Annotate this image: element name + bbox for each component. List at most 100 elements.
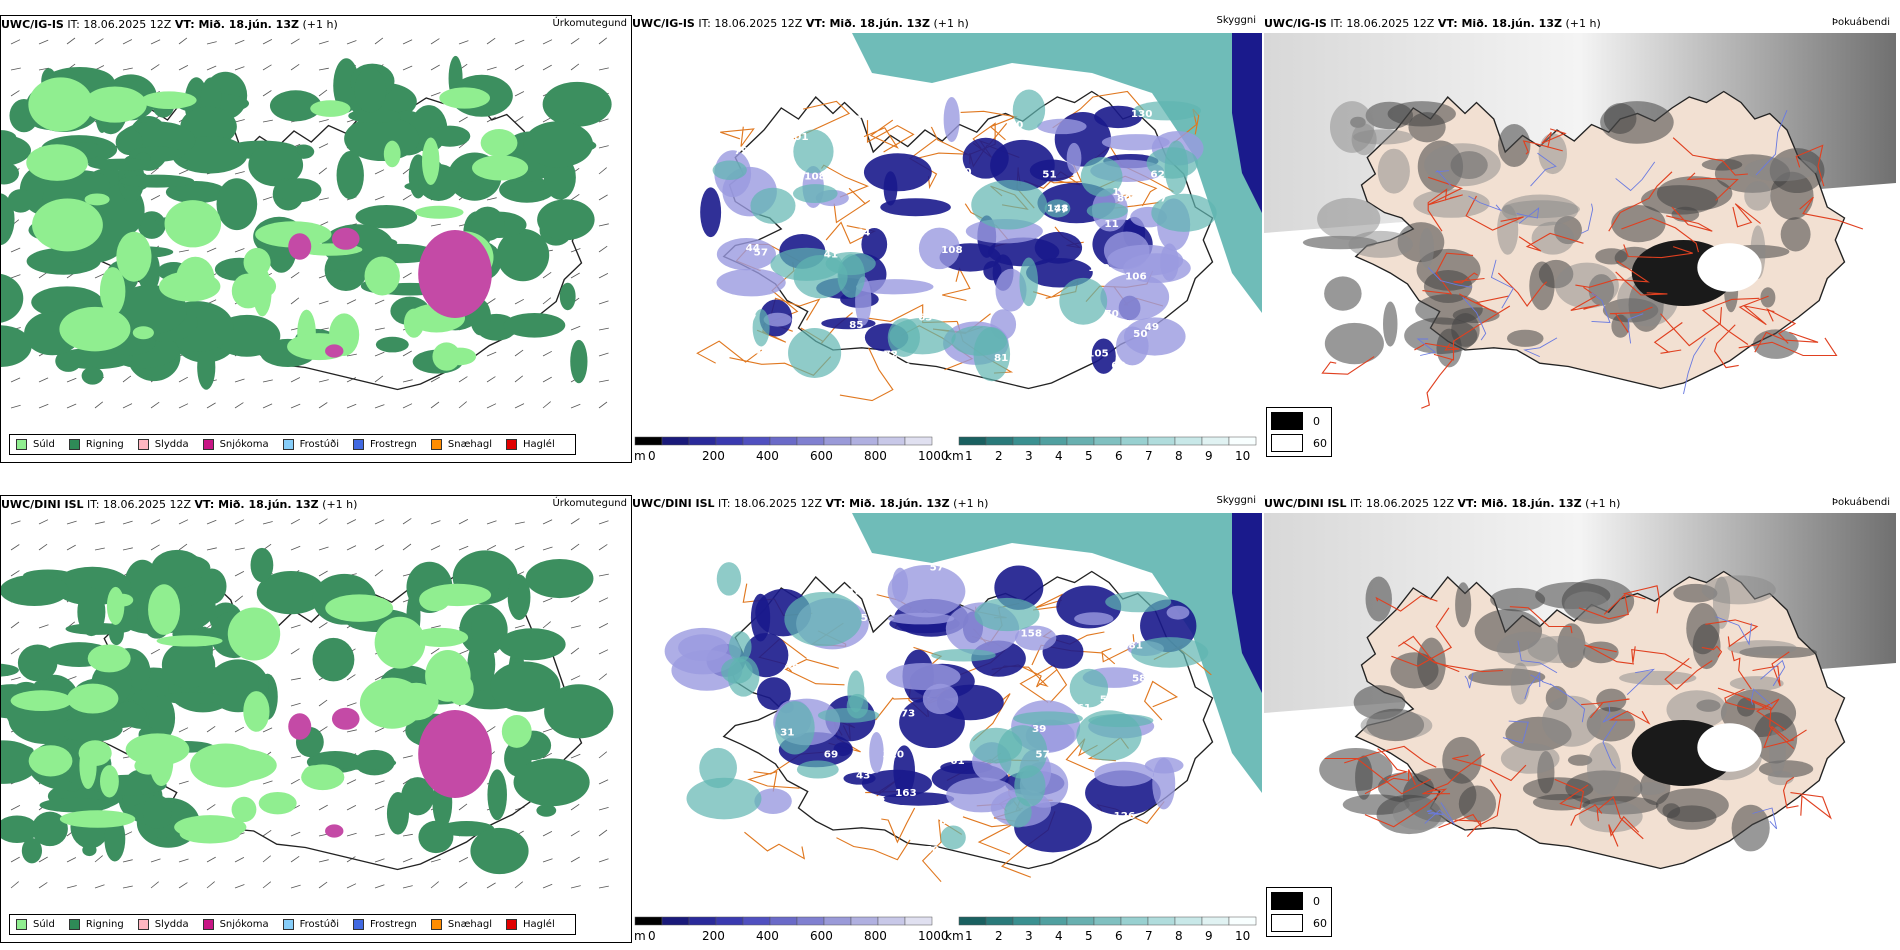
field-blob	[1080, 156, 1123, 197]
field-blob	[1555, 262, 1619, 309]
colorbar-cell-m	[688, 916, 717, 926]
panel-header: UWC/IG-IS IT: 18.06.2025 12Z VT: Mið. 18…	[632, 17, 969, 30]
colorbar-tick-km: 9	[1205, 929, 1213, 943]
field-blob	[716, 562, 742, 596]
field-blob	[1076, 710, 1142, 761]
field-blob	[1641, 185, 1719, 215]
visibility-value-label: 38	[1061, 321, 1075, 332]
visibility-value-label: 39	[1032, 724, 1046, 735]
field-blob	[1587, 742, 1621, 796]
visibility-value-label: 52	[859, 101, 873, 112]
field-blob	[231, 796, 257, 823]
colorbar-cell-km	[1201, 916, 1230, 926]
fog-field	[1319, 570, 1846, 870]
field-blob	[503, 312, 566, 338]
precip-legend-item: Frostúði	[282, 439, 339, 450]
colorbar-cell-m	[877, 916, 906, 926]
precip-legend-item: Rigning	[68, 439, 124, 450]
precip-legend-label: Snjókoma	[219, 919, 269, 930]
valid-time: VT: Mið. 18.jún. 13Z	[1437, 17, 1562, 30]
precip-type-panel: UWC/IG-IS IT: 18.06.2025 12Z VT: Mið. 18…	[0, 15, 632, 463]
colorbar-tick-m: 200	[702, 449, 725, 463]
visibility-value-label: 126	[925, 817, 947, 828]
field-blob	[156, 635, 223, 647]
field-blob	[513, 758, 590, 807]
visibility-value-label: 58	[1100, 695, 1114, 706]
model-name: UWC/DINI ISL	[1264, 497, 1347, 510]
field-blob	[1123, 317, 1186, 356]
field-blob	[411, 627, 469, 647]
field-blob	[536, 804, 557, 817]
visibility-value-label: 64	[856, 228, 870, 239]
precip-legend-label: Haglél	[523, 439, 555, 450]
visibility-value-label: 47	[848, 114, 862, 125]
precip-legend-item: Haglél	[506, 439, 555, 450]
field-blob	[793, 129, 834, 174]
colorbar-tick-m: 600	[810, 929, 833, 943]
visibility-value-label: 79	[734, 146, 748, 157]
field-blob	[99, 267, 126, 316]
visibility-value-label: 50	[1133, 329, 1147, 340]
field-blob	[774, 701, 815, 755]
visibility-value-label: 180	[1088, 263, 1110, 274]
field-blob	[883, 171, 898, 206]
visibility-value-label: 153	[864, 797, 886, 808]
precip-legend-label: Frostregn	[370, 439, 417, 450]
colorbar-tick-km: 6	[1115, 449, 1123, 463]
visibility-value-label: 40	[1178, 315, 1192, 326]
field-blob	[325, 594, 394, 622]
field-blob	[728, 631, 752, 663]
visibility-value-label: 122	[854, 365, 876, 376]
visibility-panel: UWC/DINI ISL IT: 18.06.2025 12Z VT: Mið.…	[632, 495, 1264, 943]
precip-legend-label: Frostregn	[370, 919, 417, 930]
field-blob	[796, 760, 839, 779]
field-blob	[1094, 761, 1154, 787]
field-blob	[1611, 314, 1630, 338]
field-blob	[1151, 193, 1217, 232]
field-blob	[1091, 338, 1116, 374]
field-blob	[1059, 277, 1108, 325]
visibility-value-label: 80	[1117, 194, 1131, 205]
fog-legend-swatch	[1271, 412, 1303, 430]
field-blob	[1506, 329, 1544, 347]
field-blob	[227, 607, 281, 661]
visibility-map: 320 144 69 73 61 81 153 163 158 126 268 126 48 50 58 57…	[664, 513, 1262, 883]
precip-legend-swatch	[137, 439, 149, 450]
field-blob	[333, 58, 360, 113]
visibility-value-label: 163	[895, 788, 917, 799]
field-blob	[1066, 142, 1082, 174]
field-blob	[84, 193, 110, 206]
field-blob	[59, 810, 136, 828]
visibility-value-label: 57	[930, 563, 944, 574]
field-blob	[104, 816, 126, 862]
visibility-value-label: 77	[1054, 205, 1068, 216]
river-network	[1424, 616, 1786, 830]
field-blob	[523, 121, 593, 168]
field-blob	[374, 616, 426, 669]
field-blob	[383, 140, 401, 168]
field-blob	[784, 591, 862, 647]
colorbar-cell-km	[1039, 436, 1068, 446]
visibility-value-label: 60	[1111, 361, 1125, 372]
valid-time: VT: Mið. 18.jún. 13Z	[1457, 497, 1582, 510]
field-blob	[81, 366, 104, 385]
colorbar-tick-m: 0	[648, 449, 656, 463]
field-blob	[1498, 124, 1531, 167]
field-blob	[1019, 257, 1039, 307]
precip-field	[1, 547, 614, 875]
field-blob	[1069, 668, 1109, 708]
field-blob	[1, 663, 19, 677]
visibility-value-label: 57	[1035, 750, 1049, 761]
field-blob	[1671, 206, 1700, 222]
field-blob	[141, 91, 197, 109]
colorbar-cell-km	[1174, 436, 1203, 446]
visibility-value-label: 45	[930, 120, 944, 131]
colorbar-cell-km	[1093, 436, 1122, 446]
precip-legend-label: Haglél	[523, 919, 555, 930]
field-blob	[1392, 797, 1449, 830]
precip-legend-swatch	[430, 439, 442, 450]
colorbar-tick-km: 10	[1235, 929, 1250, 943]
precip-legend-swatch	[16, 439, 27, 450]
field-blob	[1424, 143, 1501, 187]
